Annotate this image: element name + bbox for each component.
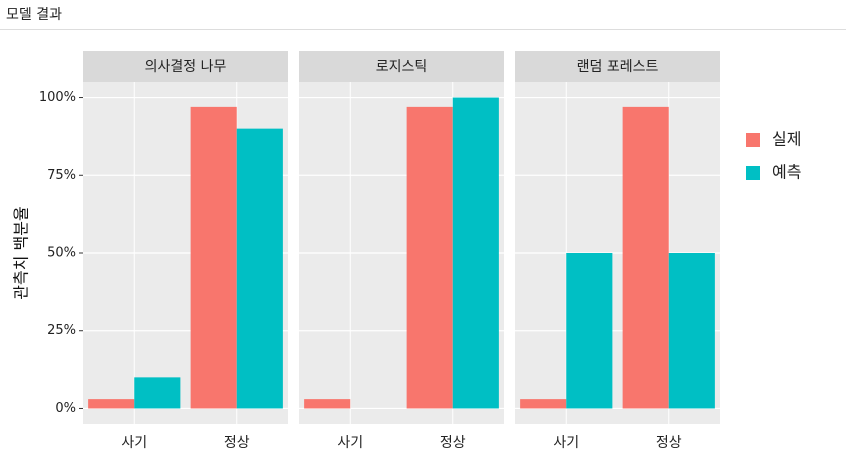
bar (668, 253, 715, 409)
bar (406, 106, 453, 409)
bar (566, 253, 613, 409)
bar (134, 377, 181, 409)
y-axis-label: 관측치 백분율 (12, 206, 31, 299)
bar (304, 399, 351, 409)
bar (520, 399, 567, 409)
legend-label: 실제 (772, 130, 801, 149)
facet-title: 의사결정 나무 (145, 59, 227, 75)
x-tick-label: 사기 (553, 435, 579, 451)
y-tick-label: 50% (47, 246, 76, 261)
y-tick-label: 25% (47, 323, 76, 338)
bar (236, 128, 283, 409)
header-title: 모델 결과 (0, 0, 846, 30)
x-tick-label: 사기 (337, 435, 363, 451)
legend-swatch (746, 166, 760, 180)
bar (452, 97, 499, 409)
x-tick-label: 정상 (224, 435, 250, 451)
y-tick-label: 75% (47, 168, 76, 183)
strip (83, 51, 288, 82)
legend-label: 예측 (772, 163, 801, 182)
x-tick-label: 사기 (121, 435, 147, 451)
facet-title: 로지스틱 (376, 59, 428, 75)
bar (88, 399, 135, 409)
bar (190, 106, 237, 409)
bar (622, 106, 669, 409)
y-tick-label: 0% (55, 401, 76, 416)
y-tick-label: 100% (39, 90, 76, 105)
x-tick-label: 정상 (440, 435, 466, 451)
x-tick-label: 정상 (656, 435, 682, 451)
facet-title: 랜덤 포레스트 (577, 59, 659, 75)
strip (515, 51, 720, 82)
strip (299, 51, 504, 82)
legend-swatch (746, 133, 760, 147)
